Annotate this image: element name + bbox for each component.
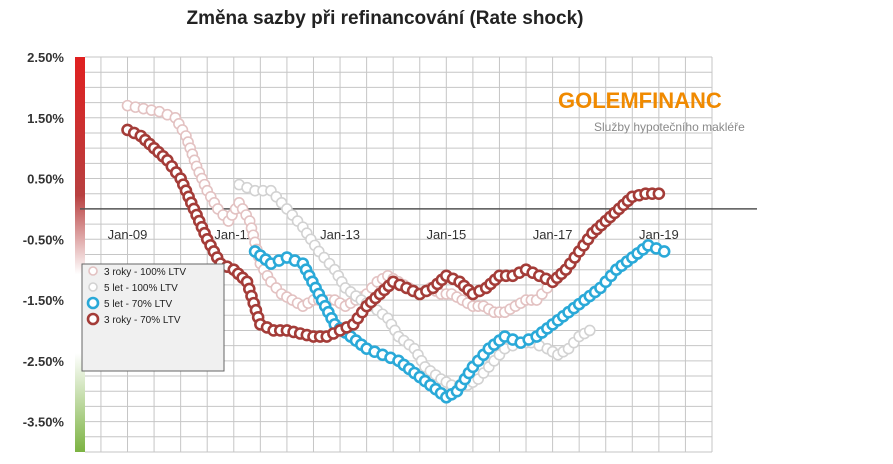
y-axis-ticks: 2.50% 1.50% 0.50% -0.50% -1.50% -2.50% -3.50% <box>23 50 65 430</box>
legend-label: 3 roky - 70% LTV <box>104 315 181 326</box>
data-point <box>657 245 671 258</box>
x-tick-label: Jan-09 <box>108 227 148 242</box>
logo-brand: GOLEMFINANC <box>558 88 722 113</box>
y-tick-label: -0.50% <box>23 232 65 247</box>
chart-title: Změna sazby při refinancování (Rate shoc… <box>186 8 583 29</box>
legend: 3 roky - 100% LTV 5 let - 100% LTV 5 let -… <box>81 263 225 372</box>
data-point <box>583 324 596 337</box>
series-3 <box>248 239 671 404</box>
x-axis-ticks: Jan-09 Jan-11 Jan-13 Jan-15 Jan-17 Jan-19 <box>108 227 679 242</box>
y-tick-label: 2.50% <box>27 50 64 65</box>
series-4 <box>121 123 666 343</box>
legend-marker <box>86 312 100 326</box>
x-tick-label: Jan-11 <box>214 227 253 242</box>
gradient-bar <box>75 57 85 452</box>
legend-label: 5 let - 100% LTV <box>104 283 178 294</box>
legend-label: 5 let - 70% LTV <box>104 299 173 310</box>
y-tick-label: 1.50% <box>27 111 64 126</box>
x-tick-label: Jan-17 <box>533 227 573 242</box>
y-tick-label: -3.50% <box>23 415 65 430</box>
x-tick-label: Jan-13 <box>320 227 360 242</box>
series-layer <box>121 99 671 404</box>
y-tick-label: 0.50% <box>27 172 64 187</box>
x-tick-label: Jan-15 <box>426 227 466 242</box>
logo: GOLEMFINANC Služby hypotečního makléře <box>558 88 745 134</box>
y-tick-label: -2.50% <box>23 354 65 369</box>
legend-marker <box>88 282 98 292</box>
legend-box <box>81 263 225 372</box>
legend-marker <box>86 296 100 310</box>
series-2 <box>233 178 596 391</box>
legend-label: 3 roky - 100% LTV <box>104 267 186 278</box>
y-tick-label: -1.50% <box>23 293 65 308</box>
logo-tagline: Služby hypotečního makléře <box>594 120 745 134</box>
x-tick-label: Jan-19 <box>639 227 679 242</box>
data-point <box>652 187 666 201</box>
legend-marker <box>88 266 98 276</box>
